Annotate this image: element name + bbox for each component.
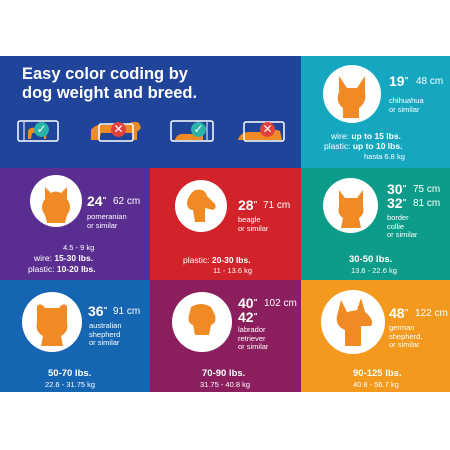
crate-height-inches: 28" [238, 197, 258, 213]
crate-too-small-x-icon: ✕ [87, 118, 149, 144]
weight-kg: hasta 6.8 kg [364, 152, 405, 161]
cross-icon: ✕ [260, 122, 275, 137]
check-icon: ✓ [191, 122, 206, 137]
labrador-silhouette-icon [188, 304, 216, 335]
breed-label: border collie or similar [387, 213, 418, 239]
size-30-32-panel: 30" 75 cm 32" 81 cm border collie or simil… [301, 168, 450, 280]
size-28-panel: 28" 71 cm beagle or similar plastic: 20-3… [150, 168, 301, 280]
weight-kg: 13.6 - 22.6 kg [351, 266, 397, 275]
crate-height-cm: 48 cm [416, 76, 444, 87]
crate-height-cm: 91 cm [113, 306, 141, 317]
australian-shepherd-silhouette-icon [36, 304, 68, 346]
crate-height-cm-1: 75 cm [413, 184, 441, 195]
weight-kg: 40.8 - 56.7 kg [353, 380, 399, 389]
crate-height-cm-1: 102 cm [264, 298, 297, 309]
size-36-panel: 36" 91 cm australian shepherd or similar 5… [0, 280, 150, 392]
crate-dog-lying-check-icon: ✓ [167, 118, 223, 144]
weight-lbs: 50-70 lbs. [48, 368, 92, 379]
breed-label: beagle or similar [238, 215, 269, 233]
plastic-weight: plastic: 10-20 lbs. [28, 264, 96, 274]
crate-height-inches-2: 32" [387, 195, 407, 211]
headline-line-1: Easy color coding by [22, 65, 188, 83]
breed-label: labrador retriever or similar [238, 325, 269, 351]
size-19-panel: 19" 48 cm chihuahua or similar wire: up t… [301, 56, 450, 168]
breed-label: german shepherd, or similar [389, 323, 423, 349]
weight-kg: 11 - 13.6 kg [213, 266, 253, 275]
crate-height-cm: 62 cm [113, 196, 141, 207]
size-24-panel: 24" 62 cm pomeranian or similar 4.5 - 9 k… [0, 168, 150, 280]
wire-weight: wire: up to 15 lbs. [331, 131, 401, 141]
crate-height-inches: 48" [389, 305, 409, 321]
weight-kg: 22.6 - 31.75 kg [45, 380, 96, 389]
crate-height-cm: 71 cm [263, 200, 291, 211]
crate-height-inches: 24" [87, 193, 107, 209]
check-icon: ✓ [34, 122, 49, 137]
weight-lbs: 90-125 lbs. [353, 368, 402, 379]
crate-height-inches-2: 42" [238, 309, 258, 325]
crate-height-cm-2: 81 cm [413, 198, 441, 209]
weight-kg: 31.75 - 40.8 kg [200, 380, 251, 389]
border-collie-silhouette-icon [338, 190, 364, 228]
weight-lbs: 70-90 lbs. [202, 368, 246, 379]
crate-height-inches: 19" [389, 73, 409, 89]
crate-height-inches-1: 30" [387, 181, 407, 197]
breed-label: australian shepherd or similar [89, 321, 122, 347]
wire-weight: wire: 15-30 lbs. [34, 253, 94, 263]
cross-icon: ✕ [111, 122, 126, 137]
headline-title: Easy color coding by dog weight and bree… [22, 65, 197, 103]
crate-height-inches-1: 40" [238, 295, 258, 311]
headline-panel: Easy color coding by dog weight and bree… [0, 56, 301, 168]
plastic-weight: plastic: up to 10 lbs. [324, 141, 403, 151]
breed-label: chihuahua or similar [389, 96, 424, 114]
crate-with-dog-check-icon: ✓ [16, 118, 63, 144]
weight-lbs: 30-50 lbs. [349, 254, 393, 265]
pomeranian-silhouette-icon [42, 187, 70, 223]
headline-line-2: dog weight and breed. [22, 84, 198, 102]
crate-dog-lying-x-icon: ✕ [234, 118, 294, 144]
size-48-panel: 48" 122 cm german shepherd, or similar 90-… [301, 280, 450, 392]
beagle-silhouette-icon [187, 189, 216, 222]
crate-height-cm: 122 cm [415, 308, 448, 319]
plastic-weight: plastic: 20-30 lbs. [183, 255, 251, 265]
breed-label: pomeranian or similar [87, 212, 127, 230]
german-shepherd-silhouette-icon [336, 298, 373, 346]
size-40-42-panel: 40" 102 cm 42" labrador retriever or simil… [150, 280, 301, 392]
chihuahua-silhouette-icon [337, 76, 366, 118]
weight-kg: 4.5 - 9 kg [63, 243, 95, 252]
crate-height-inches: 36" [88, 303, 108, 319]
